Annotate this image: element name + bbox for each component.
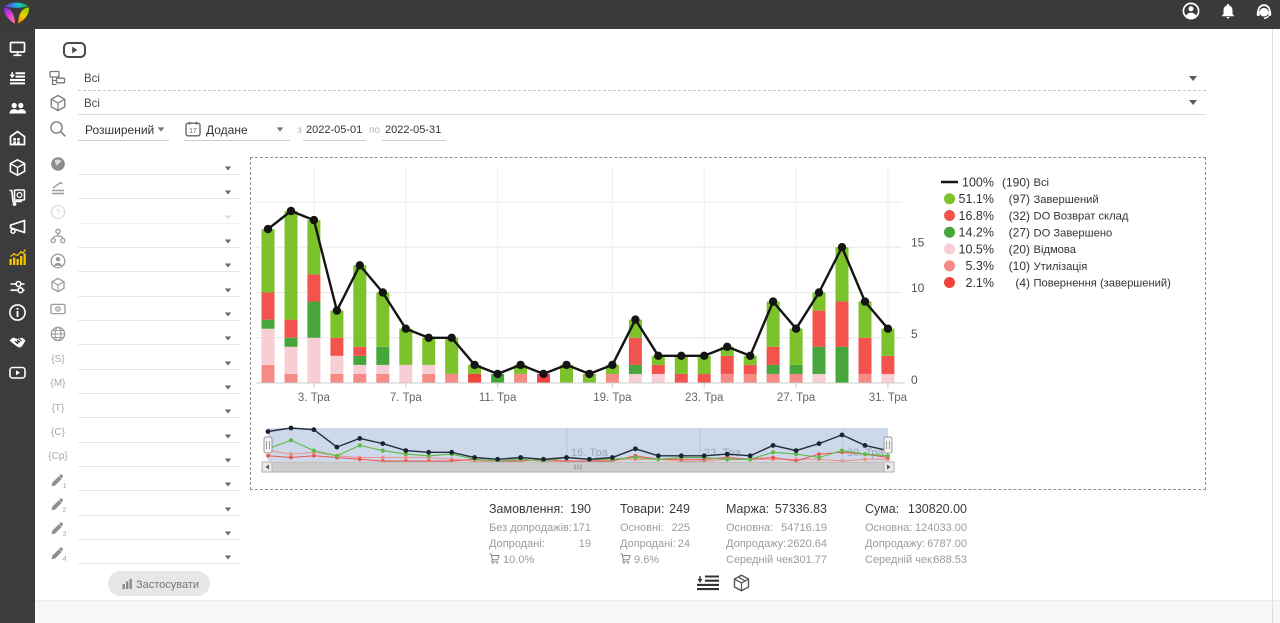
svg-text:11. Тра: 11. Тра (479, 392, 517, 404)
svg-text:23. Тра: 23. Тра (685, 392, 724, 404)
svg-text:5.3%: 5.3% (966, 259, 995, 273)
svg-text:16.8%: 16.8% (959, 209, 994, 223)
svg-text:{T}: {T} (52, 403, 65, 414)
svg-text:51.1%: 51.1% (959, 192, 994, 206)
svg-text:14.2%: 14.2% (959, 226, 994, 240)
svg-text:10.5%: 10.5% (959, 242, 994, 256)
svg-text:(4): (4) (1015, 276, 1030, 290)
svg-text:{S}: {S} (51, 354, 65, 365)
svg-text:1: 1 (63, 481, 66, 488)
svg-text:0: 0 (911, 373, 918, 387)
svg-text:DO Возврат склад: DO Возврат склад (1034, 211, 1129, 223)
svg-text:2: 2 (63, 505, 66, 512)
svg-text:3. Тра: 3. Тра (298, 392, 331, 404)
svg-text:5: 5 (911, 327, 918, 341)
svg-text:Відмова: Відмова (1034, 244, 1077, 256)
svg-text:19. Тра: 19. Тра (593, 392, 632, 404)
svg-text:(190): (190) (1002, 175, 1030, 189)
svg-text:31. Тра: 31. Тра (869, 392, 908, 404)
svg-text:{M}: {M} (50, 378, 66, 389)
svg-text:15: 15 (911, 236, 925, 250)
svg-text:{Cp}: {Cp} (48, 451, 68, 462)
svg-text:(97): (97) (1009, 192, 1030, 206)
svg-text:DO Завершено: DO Завершено (1034, 228, 1113, 240)
svg-text:Всі: Всі (1034, 177, 1050, 189)
svg-text:(20): (20) (1009, 242, 1030, 256)
svg-text:2.1%: 2.1% (966, 276, 995, 290)
svg-text:7. Тра: 7. Тра (390, 392, 423, 404)
svg-text:Повернення (завершений): Повернення (завершений) (1034, 278, 1172, 290)
svg-text:{C}: {C} (51, 427, 66, 438)
svg-text:3: 3 (63, 529, 66, 536)
svg-text:100%: 100% (962, 175, 994, 189)
svg-text:Утилізація: Утилізація (1034, 261, 1088, 273)
svg-text:17: 17 (189, 128, 197, 135)
svg-text:(32): (32) (1009, 209, 1030, 223)
svg-text:?: ? (55, 208, 60, 218)
svg-text:4: 4 (63, 554, 66, 561)
svg-text:27. Тра: 27. Тра (777, 392, 816, 404)
svg-text:10: 10 (911, 281, 925, 295)
svg-text:Завершений: Завершений (1034, 194, 1099, 206)
svg-text:(27): (27) (1009, 226, 1030, 240)
svg-text:(10): (10) (1009, 259, 1030, 273)
